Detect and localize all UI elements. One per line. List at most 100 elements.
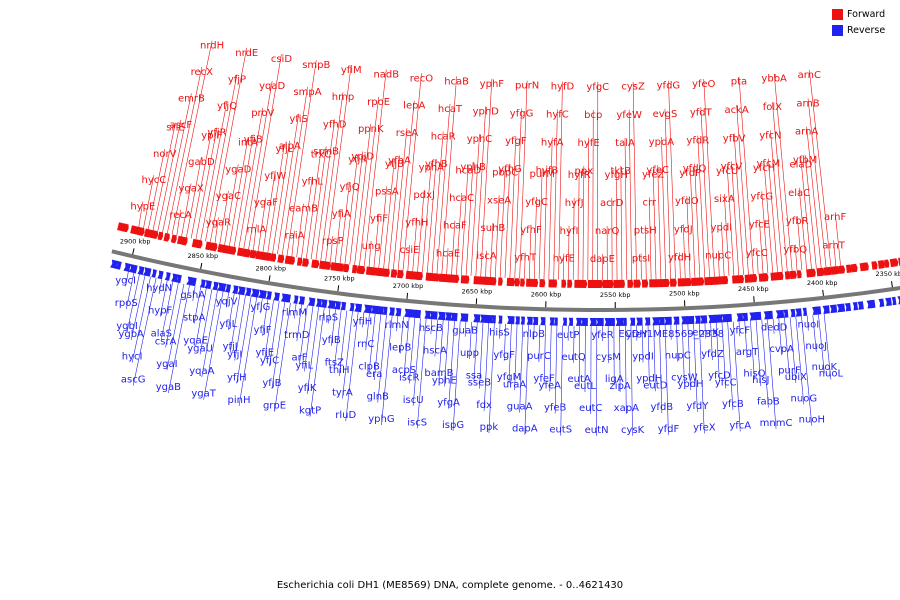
forward-gene-label: srmB — [313, 146, 339, 157]
reverse-gene-arrow — [473, 314, 481, 323]
reverse-gene-label: ygaI — [156, 359, 177, 370]
reverse-connector-ray — [368, 313, 376, 373]
forward-gene-label: rpoE — [367, 97, 390, 108]
forward-gene-label: purM — [529, 169, 554, 180]
forward-gene-label: trxC — [311, 150, 332, 161]
forward-connector-ray — [431, 131, 444, 274]
reverse-connector-ray — [131, 276, 151, 363]
forward-gene-label: yfjP — [228, 74, 246, 85]
forward-gene-label: yfcG — [750, 191, 773, 202]
forward-gene-label: yfbQ — [783, 245, 807, 256]
reverse-gene-arrow — [822, 305, 830, 314]
forward-connector-ray — [205, 74, 238, 242]
forward-connector-ray — [682, 224, 686, 279]
reverse-gene-arrow — [790, 308, 796, 318]
reverse-gene-arrow — [636, 317, 643, 326]
reverse-gene-label: gshA — [180, 290, 205, 301]
reverse-gene-label: yfiK — [298, 383, 317, 394]
forward-connector-ray — [152, 122, 176, 231]
forward-connector-ray — [800, 159, 812, 269]
reverse-gene-label: yfcA — [729, 420, 751, 431]
forward-gene-arrow — [262, 251, 272, 262]
forward-gene-arrow — [351, 264, 358, 274]
reverse-connector-ray — [345, 311, 359, 422]
forward-gene-arrow — [390, 269, 398, 278]
forward-gene-label: ackA — [724, 105, 748, 116]
forward-gene-arrow — [633, 279, 641, 288]
reverse-gene-label: lepB — [389, 343, 411, 354]
forward-gene-arrow — [732, 275, 740, 284]
forward-connector-ray — [628, 109, 632, 280]
reverse-gene-label: ascG — [121, 375, 146, 386]
forward-gene-label: yfbR — [786, 216, 809, 227]
reverse-gene-label: mnmC — [760, 418, 793, 429]
forward-gene-label: norV — [153, 149, 177, 160]
reverse-connector-ray — [160, 281, 174, 340]
forward-gene-label: yfgF — [505, 136, 527, 147]
forward-gene-label: sixA — [714, 194, 735, 205]
forward-gene-arrow — [750, 274, 758, 283]
forward-gene-arrow — [762, 273, 769, 282]
forward-gene-label: hcaE — [436, 248, 460, 259]
forward-gene-label: lepA — [403, 101, 425, 112]
forward-connector-ray — [368, 240, 372, 267]
reverse-gene-label: eutS — [549, 425, 572, 436]
forward-strand-rays — [138, 40, 841, 280]
reverse-gene-arrow — [815, 306, 822, 315]
forward-gene-arrow — [378, 268, 387, 277]
reverse-gene-label: hscB — [419, 323, 443, 334]
forward-gene-label: yfcU — [716, 166, 738, 177]
forward-gene-arrow — [323, 261, 331, 270]
reverse-gene-arrow — [795, 308, 802, 317]
forward-gene-label: hyfE — [578, 138, 600, 149]
reverse-connector-ray — [818, 314, 825, 374]
reverse-connector-ray — [653, 325, 656, 392]
reverse-gene-arrow — [540, 317, 546, 326]
reverse-connector-ray — [274, 302, 291, 412]
genome-backbone-arc — [111, 249, 900, 312]
forward-connector-ray — [689, 167, 696, 278]
forward-gene-label: hmp — [332, 92, 354, 103]
forward-gene-arrow — [498, 277, 503, 286]
reverse-gene-arrow — [485, 314, 493, 324]
reverse-gene-label: yfdB — [651, 402, 674, 413]
forward-gene-label: hycC — [141, 175, 166, 186]
forward-gene-arrow — [627, 279, 634, 288]
reverse-gene-arrow — [708, 314, 717, 324]
forward-gene-label: folX — [763, 102, 782, 113]
forward-connector-ray — [548, 137, 553, 280]
forward-connector-ray — [661, 136, 667, 279]
forward-connector-ray — [499, 167, 506, 278]
forward-gene-arrow — [777, 271, 784, 281]
forward-connector-ray — [190, 130, 212, 239]
forward-gene-label: recX — [191, 67, 214, 78]
forward-connector-ray — [519, 80, 528, 279]
reverse-gene-arrow — [515, 316, 520, 325]
reverse-connector-ray — [126, 274, 140, 332]
forward-gene-label: eamB — [289, 204, 318, 215]
forward-gene-label: hcaR — [431, 132, 456, 143]
forward-gene-arrow — [594, 279, 604, 288]
forward-gene-arrow — [784, 271, 791, 280]
forward-connector-ray — [804, 155, 817, 269]
forward-gene-label: ygaD — [225, 164, 251, 175]
forward-gene-label: proV — [251, 108, 274, 119]
forward-gene-label: alpA — [279, 141, 301, 152]
reverse-gene-arrow — [727, 313, 733, 323]
forward-gene-label: arnC — [798, 70, 821, 81]
forward-gene-label: ypjF — [201, 130, 222, 141]
reverse-gene-arrow — [609, 317, 615, 326]
forward-connector-ray — [363, 69, 387, 267]
forward-connector-ray — [397, 100, 415, 270]
forward-gene-arrow — [301, 258, 309, 267]
ruler-tick-label: 2800 kbp — [256, 264, 287, 272]
forward-connector-ray — [344, 154, 359, 264]
forward-connector-ray — [238, 107, 264, 248]
reverse-gene-arrow — [298, 296, 305, 305]
forward-gene-label: yphF — [480, 79, 505, 90]
reverse-gene-arrow — [700, 315, 708, 324]
reverse-connector-ray — [238, 297, 258, 406]
forward-gene-label: yfdJ — [674, 224, 693, 235]
forward-gene-arrow — [149, 229, 159, 240]
reverse-gene-label: argT — [736, 347, 759, 358]
